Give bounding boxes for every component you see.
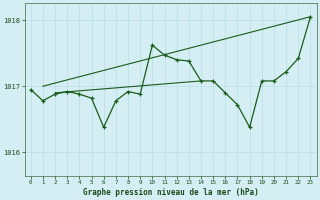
X-axis label: Graphe pression niveau de la mer (hPa): Graphe pression niveau de la mer (hPa)	[83, 188, 259, 197]
